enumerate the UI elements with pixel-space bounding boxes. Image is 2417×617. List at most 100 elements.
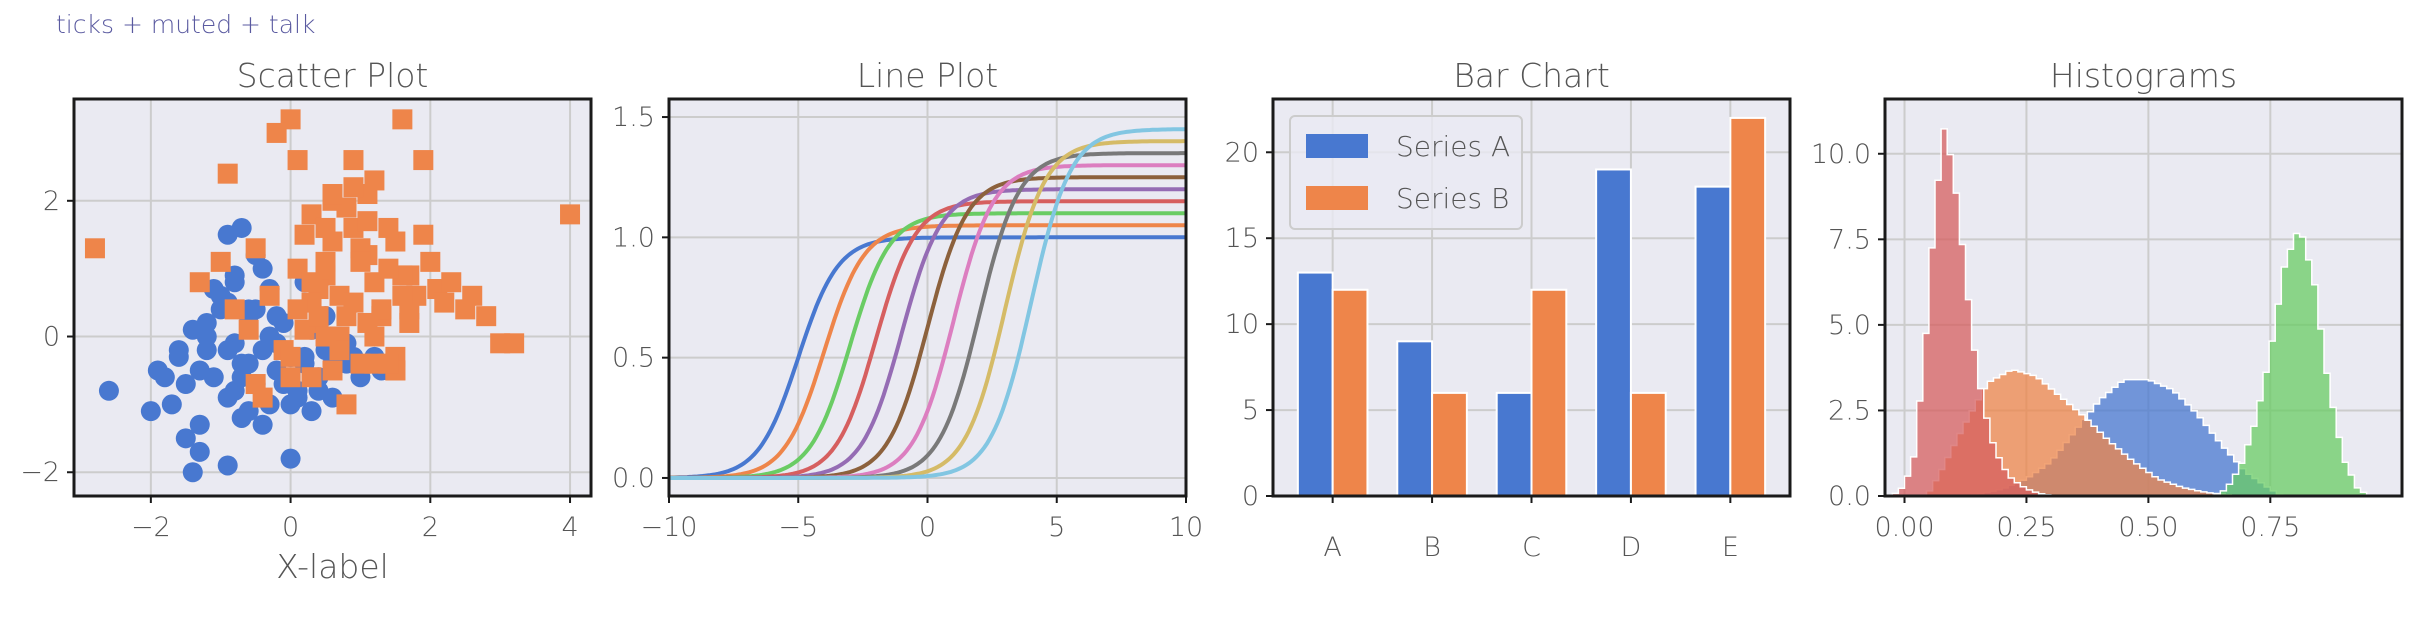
bar: [1729, 116, 1767, 498]
scatter-point-b: [441, 272, 462, 293]
scatter-point-a: [161, 394, 182, 415]
scatter-point-b: [266, 122, 287, 143]
chart-title: Line Plot: [857, 56, 998, 95]
scatter-point-a: [175, 428, 196, 449]
scatter-point-a: [280, 394, 301, 415]
bar: [1694, 185, 1732, 497]
scatter-point-b: [315, 217, 336, 238]
plot-area: [669, 127, 1186, 480]
scatter-point-b: [322, 184, 343, 205]
y-tick-label: 15: [1225, 223, 1259, 254]
scatter-point-a: [189, 360, 210, 381]
plot-frame: [1883, 97, 2404, 498]
scatter-point-a: [189, 414, 210, 435]
scatter-point-a: [231, 217, 252, 238]
legend-label: Series A: [1396, 130, 1510, 163]
bar: [1331, 288, 1369, 497]
scatter-point-b: [280, 367, 301, 388]
chart-title: Scatter Plot: [237, 56, 429, 95]
y-tick-label: 5.0: [1828, 310, 1871, 341]
y-tick-label: 0: [1242, 481, 1259, 512]
x-tick-label: −5: [778, 512, 818, 543]
bar: [1495, 391, 1533, 497]
scatter-point-b: [413, 150, 434, 171]
scatter-point-b: [364, 170, 385, 191]
scatter-point-b: [280, 346, 301, 367]
bar: [1629, 391, 1667, 497]
x-tick-label: D: [1621, 532, 1642, 563]
x-tick-label: C: [1522, 532, 1541, 563]
scatter-point-b: [378, 258, 399, 279]
y-tick-label: 0.5: [612, 343, 655, 374]
x-tick-label: A: [1323, 532, 1341, 563]
bar: [1530, 288, 1568, 497]
x-tick-label: 0.75: [2240, 512, 2300, 543]
y-tick-label: 10.0: [1811, 139, 1871, 170]
y-tick-label: 2.5: [1828, 395, 1871, 426]
scatter-point-b: [378, 217, 399, 238]
scatter-point-a: [280, 448, 301, 469]
scatter-point-b: [287, 150, 308, 171]
scatter-point-b: [308, 306, 329, 327]
scatter-point-b: [490, 333, 511, 354]
y-tick-label: 7.5: [1828, 224, 1871, 255]
plot-frame: [72, 97, 593, 498]
scatter-plot-axes: Scatter Plot −2 0 2 4 −2 0 2 X-label: [20, 56, 593, 586]
scatter-point-b: [343, 177, 364, 198]
x-tick-label: 2: [422, 512, 439, 543]
scatter-point-b: [287, 299, 308, 320]
x-axis-label: X-label: [276, 547, 389, 586]
scatter-point-a: [266, 306, 287, 327]
x-tick-label: 10: [1169, 512, 1203, 543]
scatter-point-b: [245, 238, 266, 259]
y-tick-label: 0.0: [612, 463, 655, 494]
x-tick-label: E: [1722, 532, 1739, 563]
plot-frame: [1271, 97, 1792, 498]
scatter-point-b: [245, 374, 266, 395]
scatter-point-b: [315, 326, 336, 347]
bar-chart-axes: Bar Chart 0 5 10 15 20 A B C D E Series A Series B: [1225, 56, 1792, 563]
scatter-point-b: [189, 272, 210, 293]
scatter-point-a: [252, 414, 273, 435]
bar: [1431, 391, 1468, 497]
scatter-point-b: [476, 306, 497, 327]
x-tick-label: 0: [282, 512, 299, 543]
scatter-point-b: [378, 353, 399, 374]
scatter-point-b: [259, 285, 280, 306]
scatter-point-a: [196, 326, 217, 347]
scatter-point-b: [357, 312, 378, 333]
bar: [1595, 168, 1632, 497]
scatter-point-b: [210, 251, 231, 272]
scatter-point-b: [413, 224, 434, 245]
sigmoid-line: [669, 223, 1186, 480]
x-tick-label: −2: [131, 512, 171, 543]
scatter-point-b: [322, 360, 343, 381]
x-tick-label: 0.25: [1996, 512, 2056, 543]
scatter-point-a: [217, 455, 238, 476]
scatter-point-a: [182, 462, 203, 483]
x-tick-label: 0.50: [2118, 512, 2178, 543]
x-tick-label: 4: [561, 512, 578, 543]
scatter-point-b: [420, 251, 441, 272]
y-tick-label: 10: [1225, 309, 1259, 340]
y-tick-label: 1.0: [612, 222, 655, 253]
scatter-point-b: [399, 312, 420, 333]
scatter-point-a: [98, 380, 119, 401]
scatter-point-b: [560, 204, 581, 225]
chart-title: Bar Chart: [1453, 56, 1610, 95]
scatter-point-b: [392, 109, 413, 130]
bar: [1296, 271, 1334, 497]
scatter-point-b: [357, 211, 378, 232]
y-tick-label: 0.0: [1828, 481, 1871, 512]
scatter-point-a: [231, 407, 252, 428]
scatter-point-a: [168, 340, 189, 361]
x-tick-label: 0.00: [1874, 512, 1934, 543]
histogram: [1891, 128, 2064, 496]
scatter-point-b: [301, 367, 322, 388]
histogram: [2213, 232, 2373, 496]
scatter-point-b: [392, 285, 413, 306]
y-tick-label: −2: [20, 457, 60, 488]
figure-title: ticks + muted + talk: [56, 10, 316, 39]
scatter-point-b: [434, 292, 455, 313]
bar: [1396, 340, 1434, 497]
